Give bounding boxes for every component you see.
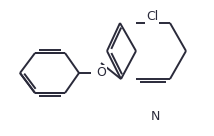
Text: O: O xyxy=(96,67,106,80)
Text: Cl: Cl xyxy=(146,10,158,22)
Text: N: N xyxy=(150,109,160,123)
